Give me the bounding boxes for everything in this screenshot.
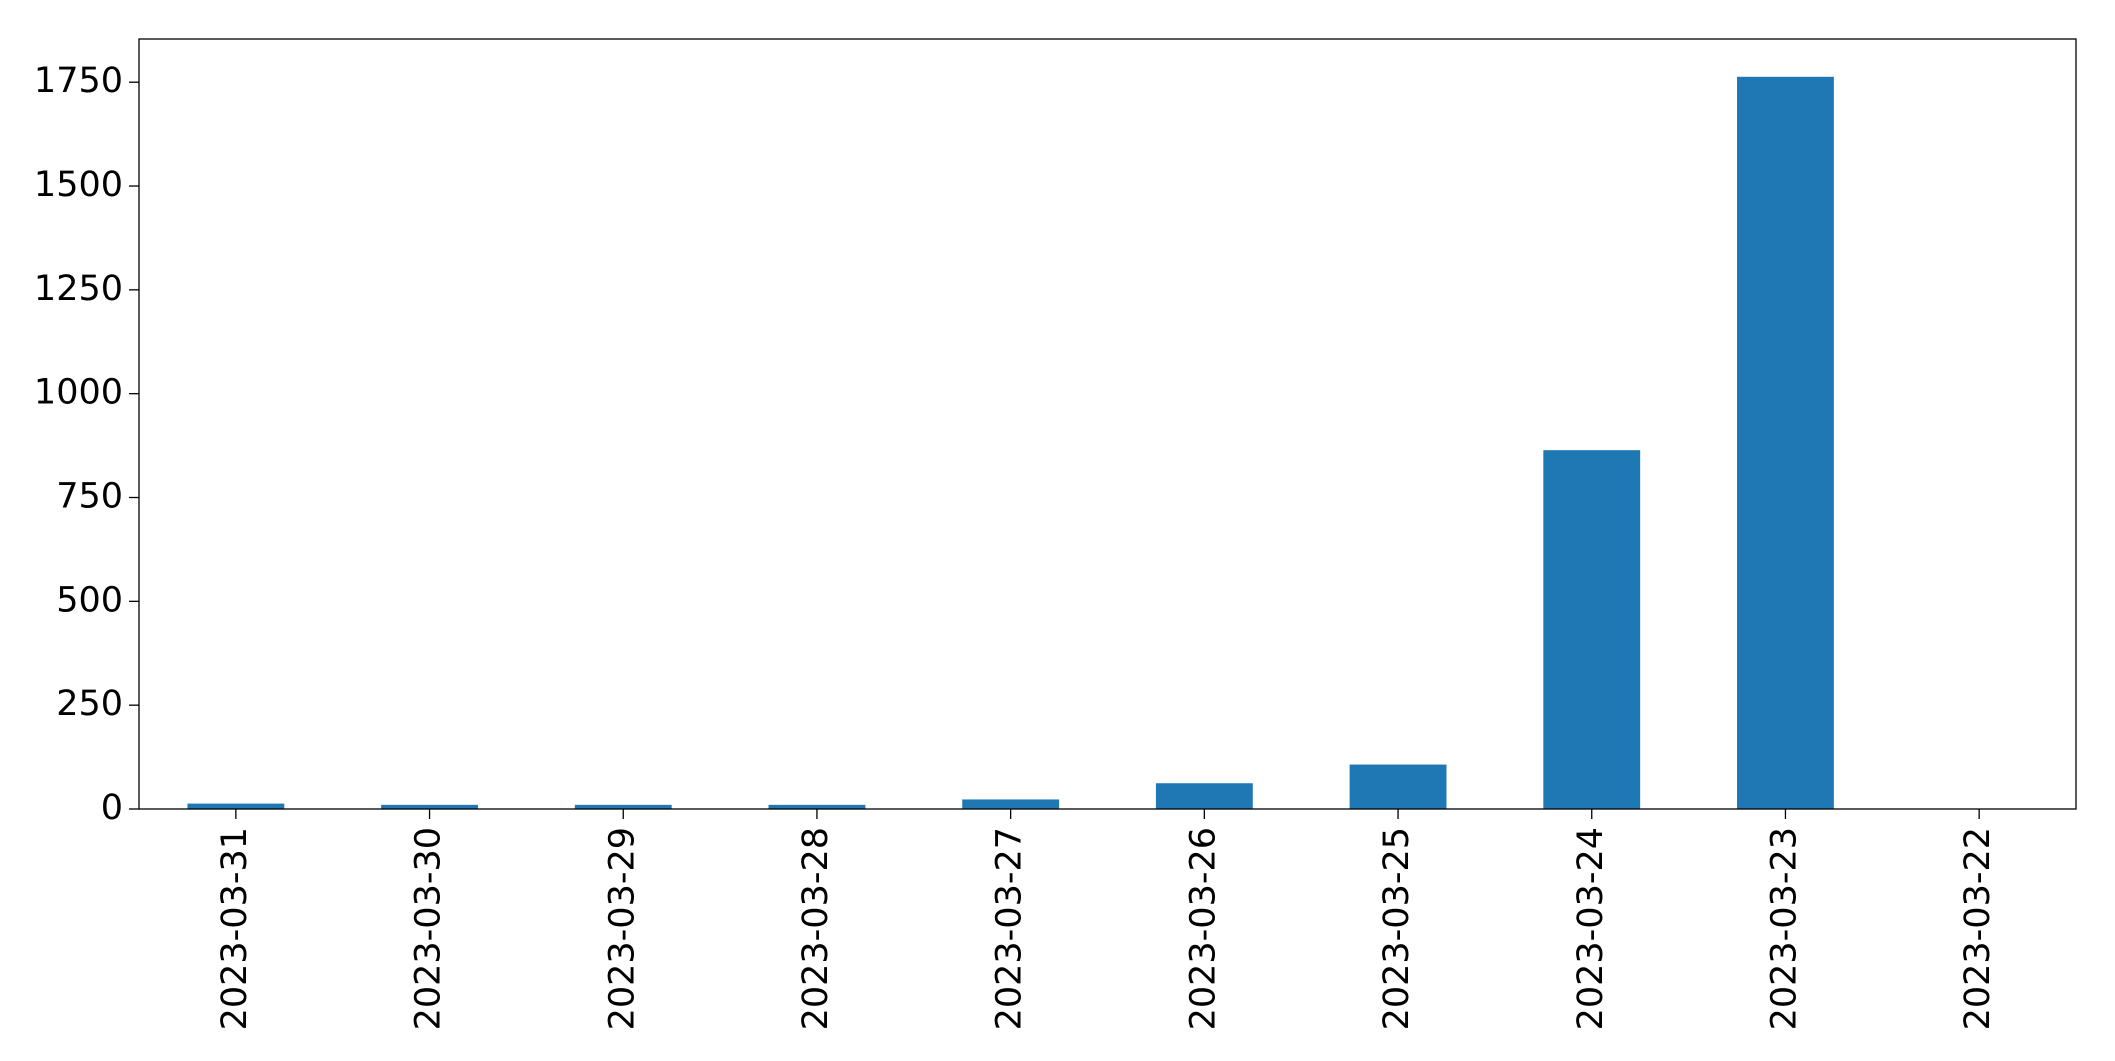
- bar: [1155, 783, 1253, 809]
- bar: [574, 804, 672, 809]
- x-tick-label: 2023-03-30: [409, 827, 449, 1030]
- x-tick-label: 2023-03-25: [1377, 827, 1417, 1030]
- x-tick-label: 2023-03-28: [796, 827, 836, 1030]
- bar: [1737, 76, 1834, 810]
- y-tick-label: 1500: [34, 165, 123, 205]
- y-tick-label: 1250: [34, 269, 123, 309]
- x-tick-label: 2023-03-26: [1183, 827, 1223, 1030]
- bar: [962, 799, 1060, 809]
- bar: [1349, 764, 1447, 809]
- y-tick-label: 0: [101, 788, 123, 828]
- bar: [1543, 450, 1641, 809]
- y-tick-label: 500: [56, 580, 123, 620]
- x-tick-label: 2023-03-24: [1571, 827, 1611, 1030]
- bar: [768, 804, 866, 809]
- x-tick-label: 2023-03-23: [1764, 827, 1804, 1030]
- y-tick-label: 1000: [34, 373, 123, 413]
- x-tick-label: 2023-03-29: [602, 827, 642, 1030]
- x-tick-label: 2023-03-31: [215, 827, 255, 1030]
- y-tick-label: 1750: [34, 61, 123, 101]
- y-tick-label: 250: [56, 684, 123, 724]
- x-tick-label: 2023-03-27: [990, 827, 1030, 1030]
- bar: [187, 803, 285, 809]
- y-tick-label: 750: [56, 477, 123, 517]
- x-tick-label: 2023-03-22: [1958, 827, 1998, 1030]
- bar: [381, 804, 478, 809]
- plot-frame: [138, 38, 2077, 810]
